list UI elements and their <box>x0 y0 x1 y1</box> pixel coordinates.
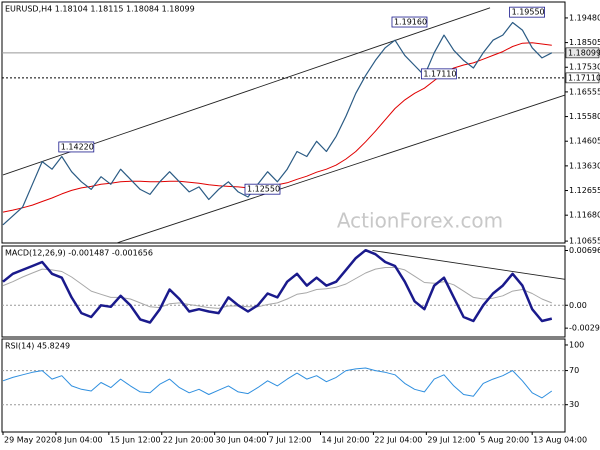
series-line <box>2 21 553 226</box>
y-tick-label: 70 <box>569 366 579 375</box>
annotation-label: 1.14220 <box>61 142 94 151</box>
panel-title: RSI(14) 45.8249 <box>5 342 70 351</box>
y-tick-label: 1.12655 <box>569 186 600 195</box>
annotation-box <box>391 16 428 28</box>
annotation-label: 1.19160 <box>394 18 427 27</box>
trend-line <box>372 250 566 280</box>
x-tick-label: 15 Jun 12:00 <box>110 436 161 445</box>
y-tick-label: 0.006966 <box>569 246 600 255</box>
x-tick-label: 14 Jul 20:00 <box>322 436 370 445</box>
series-line <box>2 248 553 324</box>
trend-line <box>116 94 566 244</box>
x-tick-label: 22 Jun 20:00 <box>163 436 214 445</box>
x-tick-label: 30 Jun 04:00 <box>216 436 267 445</box>
y-tick-label: 1.10655 <box>569 237 600 246</box>
series-line <box>2 267 552 309</box>
x-tick-label: 22 Jul 04:00 <box>374 436 422 445</box>
panel-frame <box>1 338 566 433</box>
price-tag-label: 1.17110 <box>568 73 600 82</box>
y-tick-label: 1.16555 <box>569 87 600 96</box>
annotation-label: 1.17110 <box>423 69 456 78</box>
panel-frame <box>1 1 566 244</box>
x-tick-label: 7 Jul 12:00 <box>269 436 312 445</box>
annotation-label: 1.19550 <box>512 8 545 17</box>
x-tick-label: 13 Aug 04:00 <box>533 436 587 445</box>
annotation-box <box>509 6 545 18</box>
panel-title: MACD(12,26,9) -0.001487 -0.001656 <box>5 249 153 258</box>
y-tick-label: 1.11680 <box>569 211 600 220</box>
price-tag-label: 1.18099 <box>568 48 600 57</box>
annotation-box <box>420 68 457 80</box>
y-tick-label: -0.002913 <box>569 324 600 333</box>
price-tag <box>565 47 600 59</box>
y-tick-label: 1.14605 <box>569 137 600 146</box>
annotation-box <box>244 183 281 195</box>
y-tick-label: 1.15580 <box>569 112 600 121</box>
panel-frame <box>1 245 566 338</box>
y-tick-label: 30 <box>569 400 579 409</box>
x-tick-label: 29 Jul 12:00 <box>427 436 475 445</box>
x-tick-label: 29 May 2020 <box>4 436 56 445</box>
annotation-box <box>58 141 95 153</box>
price-tag <box>565 72 600 84</box>
watermark: ActionForex.com <box>337 209 503 233</box>
y-tick-label: 0.00 <box>569 301 587 310</box>
y-tick-label: 1.19480 <box>569 13 600 22</box>
x-tick-label: 5 Aug 20:00 <box>480 436 529 445</box>
annotation-label: 1.12550 <box>247 185 280 194</box>
y-tick-label: 1.17530 <box>569 63 600 72</box>
panel-title: EURUSD,H4 1.18104 1.18115 1.18084 1.1809… <box>5 5 195 14</box>
y-tick-label: 1.13630 <box>569 161 600 170</box>
y-tick-label: 1.18505 <box>569 38 600 47</box>
y-tick-label: 100 <box>569 340 584 349</box>
x-tick-label: 8 Jun 04:00 <box>57 436 103 445</box>
series-line <box>2 367 553 399</box>
